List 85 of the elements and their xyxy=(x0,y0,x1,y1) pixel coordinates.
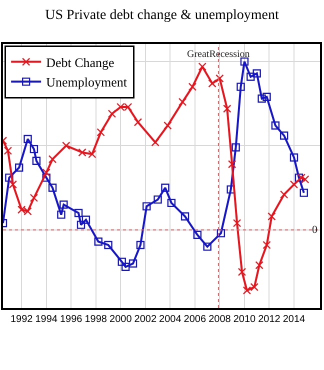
point xyxy=(203,242,212,251)
point xyxy=(188,82,197,91)
point xyxy=(198,62,206,71)
point xyxy=(238,268,246,276)
legend-label: Debt Change xyxy=(46,54,115,70)
x-tick-label: 1996 xyxy=(60,314,83,325)
point xyxy=(134,118,142,126)
point xyxy=(301,175,310,184)
x-tick-label: 1992 xyxy=(10,314,34,325)
x-tick-label: 1998 xyxy=(84,314,108,325)
point xyxy=(5,174,14,182)
point xyxy=(8,180,18,189)
point xyxy=(118,258,126,266)
point xyxy=(15,163,24,172)
point xyxy=(167,198,176,208)
point xyxy=(178,98,187,106)
point xyxy=(164,121,172,130)
x-tick-label: 2000 xyxy=(110,314,132,325)
chart-title: US Private debt change & unemployment xyxy=(45,8,279,24)
point xyxy=(290,180,298,189)
point xyxy=(30,194,38,202)
point xyxy=(180,212,190,220)
point xyxy=(60,200,68,209)
x-tick-label: 2014 xyxy=(282,314,306,325)
ref-line-label: 0 xyxy=(312,224,318,236)
point xyxy=(74,208,83,218)
point xyxy=(300,188,308,197)
point xyxy=(142,202,151,210)
x-tick-label: 2006 xyxy=(184,314,206,325)
point xyxy=(4,146,12,155)
x-tick-label: 2010 xyxy=(233,314,256,325)
point xyxy=(121,262,130,271)
point xyxy=(232,143,240,152)
point xyxy=(48,184,57,192)
point xyxy=(294,174,304,182)
point xyxy=(94,238,102,246)
point xyxy=(216,229,226,238)
point xyxy=(161,184,170,192)
point xyxy=(262,240,271,250)
x-tick-label: 1994 xyxy=(35,314,58,325)
legend-label: Unemployment xyxy=(46,74,128,90)
point xyxy=(104,240,112,250)
point xyxy=(250,282,258,292)
point xyxy=(232,219,242,228)
x-tick-label: 2012 xyxy=(258,314,281,325)
point xyxy=(76,220,86,229)
point xyxy=(258,94,266,103)
point xyxy=(136,240,145,250)
point xyxy=(242,286,252,295)
point xyxy=(82,216,90,224)
point xyxy=(240,57,249,66)
point xyxy=(24,134,32,144)
point xyxy=(151,138,160,146)
ref-line-label: GreatRecession xyxy=(187,49,250,60)
point xyxy=(57,210,66,219)
point xyxy=(262,92,271,102)
point xyxy=(193,230,202,239)
point xyxy=(154,195,162,204)
point xyxy=(42,174,50,182)
point xyxy=(246,72,255,81)
point xyxy=(236,82,245,91)
point xyxy=(228,160,236,168)
x-tick-label: 2008 xyxy=(208,314,232,325)
point xyxy=(42,168,50,177)
point xyxy=(280,190,288,199)
point xyxy=(268,212,276,220)
point xyxy=(208,79,216,88)
point xyxy=(78,148,86,157)
point xyxy=(96,128,105,136)
point xyxy=(48,155,57,164)
point xyxy=(280,132,288,140)
point xyxy=(62,142,70,150)
x-tick-label: 2004 xyxy=(159,314,182,325)
point xyxy=(255,261,264,270)
point xyxy=(290,153,298,162)
point xyxy=(252,69,261,78)
point xyxy=(32,156,41,165)
point xyxy=(271,121,280,130)
point xyxy=(128,259,138,268)
point xyxy=(223,104,232,113)
point xyxy=(216,74,224,82)
point xyxy=(108,110,116,118)
point xyxy=(88,150,96,158)
point xyxy=(30,144,38,154)
x-tick-label: 2002 xyxy=(134,314,157,325)
